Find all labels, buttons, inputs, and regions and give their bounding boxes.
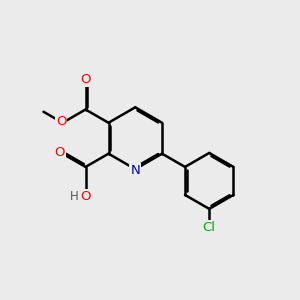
- Text: O: O: [80, 190, 91, 203]
- Text: Cl: Cl: [203, 221, 216, 234]
- Text: O: O: [54, 146, 65, 159]
- Text: H: H: [70, 190, 79, 203]
- Text: O: O: [80, 73, 91, 86]
- Text: N: N: [130, 164, 140, 177]
- Text: O: O: [56, 115, 66, 128]
